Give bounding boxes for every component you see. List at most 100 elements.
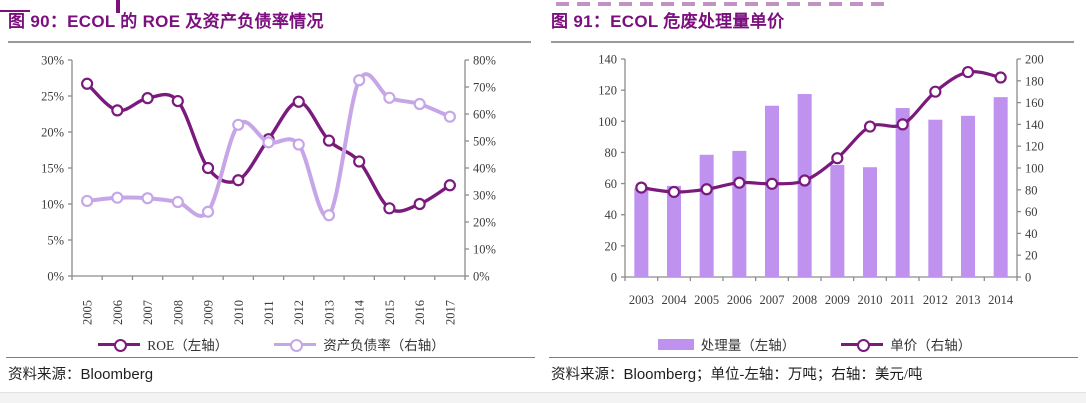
svg-text:40: 40	[1025, 227, 1038, 241]
figure-90-panel: 图 90：ECOL 的 ROE 及资产负债率情况 0% 5% 10% 15% 20% 25…	[0, 0, 543, 402]
svg-text:60%: 60%	[473, 108, 496, 122]
figure-91-title: 图 91：ECOL 危废处理量单价	[551, 12, 785, 31]
svg-text:2010: 2010	[232, 300, 246, 325]
svg-text:2014: 2014	[988, 293, 1014, 307]
svg-text:2015: 2015	[383, 300, 397, 325]
roe-line-swatch	[98, 339, 141, 352]
figure-91-source: 资料来源：Bloomberg；单位-左轴：万吨；右轴：美元/吨	[551, 363, 1082, 384]
svg-text:20%: 20%	[41, 126, 64, 140]
svg-text:100: 100	[598, 115, 617, 129]
cropped-text-remnant	[556, 2, 886, 6]
svg-text:0: 0	[1025, 271, 1031, 285]
svg-text:2005: 2005	[694, 293, 719, 307]
legend-item-volume: 处理量（左轴）	[657, 334, 796, 354]
svg-text:140: 140	[1025, 118, 1044, 132]
figure-91-legend: 处理量（左轴） 单价（右轴）	[543, 333, 1086, 355]
svg-text:20: 20	[605, 239, 618, 253]
svg-text:100: 100	[1025, 162, 1044, 176]
svg-text:70%: 70%	[473, 81, 496, 95]
svg-text:2017: 2017	[443, 300, 457, 325]
svg-text:2009: 2009	[825, 293, 850, 307]
svg-text:25%: 25%	[41, 90, 64, 104]
svg-text:0: 0	[611, 271, 617, 285]
figure-90-source: 资料来源：Bloomberg	[8, 363, 539, 384]
svg-text:20: 20	[1025, 249, 1038, 263]
svg-text:0%: 0%	[473, 270, 490, 284]
svg-text:2009: 2009	[202, 300, 216, 325]
svg-text:140: 140	[598, 53, 617, 67]
svg-text:180: 180	[1025, 74, 1044, 88]
legend-item-price: 单价（右轴）	[841, 334, 971, 354]
legend-label-price: 单价（右轴）	[890, 338, 972, 353]
svg-text:2007: 2007	[760, 293, 785, 307]
source-prefix: 资料来源：	[8, 367, 81, 383]
svg-text:2012: 2012	[292, 300, 306, 325]
svg-text:2008: 2008	[171, 300, 185, 325]
svg-text:20%: 20%	[473, 216, 496, 230]
source-name: Bloomberg	[80, 366, 154, 383]
svg-text:2003: 2003	[629, 293, 654, 307]
legend-label-roe: ROE（左轴）	[147, 338, 229, 353]
svg-text:2006: 2006	[727, 293, 752, 307]
svg-text:80%: 80%	[473, 54, 496, 68]
source-name: Bloomberg	[623, 366, 697, 383]
source-divider	[549, 357, 1078, 358]
cropped-border-dash	[0, 10, 30, 12]
legend-item-roe: ROE（左轴）	[98, 334, 228, 354]
svg-text:80: 80	[605, 146, 618, 160]
svg-text:5%: 5%	[47, 234, 64, 248]
page-edge	[0, 392, 1086, 403]
figure-90-legend: ROE（左轴） 资产负债率（右轴）	[0, 333, 543, 355]
svg-text:2011: 2011	[262, 300, 276, 325]
svg-text:60: 60	[605, 177, 618, 191]
x-axis-labels: 2005 2006 2007 2008 2009 2010 2011 2012 2013 2014…	[81, 299, 458, 325]
svg-text:30%: 30%	[41, 54, 64, 68]
svg-text:2013: 2013	[956, 293, 981, 307]
svg-text:2016: 2016	[413, 300, 427, 325]
svg-text:120: 120	[598, 84, 617, 98]
svg-text:160: 160	[1025, 96, 1044, 110]
svg-text:2008: 2008	[792, 293, 817, 307]
roe-debt-ratio-chart: 0% 5% 10% 15% 20% 25% 30% 0% 10% 20% 30% 40% 50% 60% 7…	[41, 54, 496, 326]
volume-bar-swatch	[657, 338, 694, 350]
title-divider	[8, 41, 531, 43]
svg-text:80: 80	[1025, 183, 1038, 197]
legend-item-debt-ratio: 资产负债率（右轴）	[274, 334, 445, 354]
svg-text:60: 60	[1025, 205, 1038, 219]
svg-text:2004: 2004	[662, 293, 688, 307]
figure-91-panel: 图 91：ECOL 危废处理量单价 0 20 40 60 80 100 120 140 0 20 4…	[543, 0, 1086, 402]
legend-label-volume: 处理量（左轴）	[700, 338, 796, 353]
figure-90-title: 图 90：ECOL 的 ROE 及资产负债率情况	[8, 12, 324, 31]
svg-text:40: 40	[605, 208, 618, 222]
source-suffix: ；单位-左轴：万吨；右轴：美元/吨	[696, 367, 923, 383]
svg-text:10%: 10%	[41, 198, 64, 212]
source-divider	[6, 357, 535, 358]
line-series	[81, 72, 456, 222]
volume-price-chart: 0 20 40 60 80 100 120 140 0 20 40 60 80 100 120 140 160 1…	[598, 53, 1044, 308]
line-series	[635, 65, 1007, 199]
title-divider	[551, 41, 1074, 43]
svg-text:0%: 0%	[47, 270, 64, 284]
svg-text:30%: 30%	[473, 189, 496, 203]
svg-text:10%: 10%	[473, 243, 496, 257]
price-line-swatch	[841, 339, 884, 352]
svg-text:2013: 2013	[322, 300, 336, 325]
source-prefix: 资料来源：	[551, 367, 624, 383]
svg-text:200: 200	[1025, 53, 1044, 67]
bar-series	[634, 94, 1008, 278]
axes: 0 20 40 60 80 100 120 140 0 20 40 60 80 100 120 140 160 1…	[598, 53, 1044, 285]
x-axis-labels: 2003 2004 2005 2006 2007 2008 2009 2010 2011 2012…	[629, 293, 1014, 307]
legend-label-debt-ratio: 资产负债率（右轴）	[323, 338, 445, 353]
svg-text:2014: 2014	[353, 299, 367, 325]
svg-text:50%: 50%	[473, 135, 496, 149]
svg-text:2012: 2012	[923, 293, 948, 307]
svg-text:120: 120	[1025, 140, 1044, 154]
svg-text:2007: 2007	[141, 300, 155, 325]
axes: 0% 5% 10% 15% 20% 25% 30% 0% 10% 20% 30% 40% 50% 60% 7…	[41, 54, 496, 284]
cropped-border-bar	[116, 0, 120, 13]
debt-ratio-line-swatch	[274, 339, 317, 352]
svg-text:2011: 2011	[890, 293, 915, 307]
svg-text:2005: 2005	[81, 300, 95, 325]
svg-text:40%: 40%	[473, 162, 496, 176]
svg-text:2010: 2010	[858, 293, 883, 307]
